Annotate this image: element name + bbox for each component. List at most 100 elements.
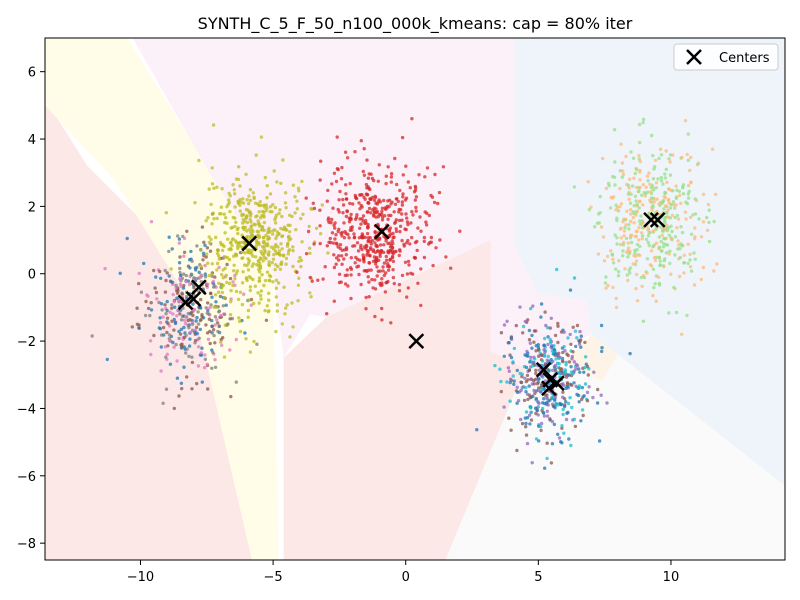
scatter-point xyxy=(611,257,615,261)
scatter-point xyxy=(220,273,224,277)
scatter-point xyxy=(524,390,528,394)
scatter-point xyxy=(246,308,251,313)
scatter-point xyxy=(507,369,511,373)
scatter-point xyxy=(265,304,269,308)
scatter-point xyxy=(234,380,238,384)
scatter-point xyxy=(705,228,710,232)
scatter-point xyxy=(291,245,295,249)
scatter-point xyxy=(624,217,628,221)
scatter-point xyxy=(693,257,697,261)
scatter-point xyxy=(540,409,544,413)
scatter-point xyxy=(352,235,357,239)
scatter-point xyxy=(565,411,569,415)
scatter-point xyxy=(361,214,366,218)
scatter-point xyxy=(249,212,253,216)
scatter-point xyxy=(651,188,656,192)
scatter-point xyxy=(318,208,322,212)
scatter-point xyxy=(609,195,613,200)
scatter-point xyxy=(542,354,547,358)
scatter-point xyxy=(258,293,263,298)
scatter-point xyxy=(418,215,422,219)
scatter-point xyxy=(614,296,618,301)
scatter-point xyxy=(614,208,618,212)
scatter-point xyxy=(405,220,410,224)
scatter-point xyxy=(215,268,219,272)
scatter-point xyxy=(238,209,242,213)
scatter-point xyxy=(627,246,631,250)
scatter-point xyxy=(359,282,363,287)
scatter-point xyxy=(384,239,388,243)
scatter-point xyxy=(279,181,283,185)
scatter-point xyxy=(159,333,164,337)
scatter-point xyxy=(366,176,371,180)
scatter-point xyxy=(332,223,336,227)
scatter-point xyxy=(205,252,209,256)
scatter-point xyxy=(653,158,658,162)
scatter-point xyxy=(334,262,338,266)
scatter-point xyxy=(165,330,169,335)
scatter-point xyxy=(629,219,633,224)
scatter-point xyxy=(352,232,356,236)
scatter-point xyxy=(552,348,557,352)
scatter-point xyxy=(263,250,267,255)
scatter-point xyxy=(639,214,643,218)
scatter-point xyxy=(358,217,362,221)
scatter-point xyxy=(628,177,632,181)
plot-area xyxy=(45,38,785,560)
scatter-point xyxy=(234,337,238,342)
scatter-point xyxy=(296,283,301,287)
scatter-point xyxy=(691,213,695,217)
scatter-point xyxy=(213,358,217,362)
scatter-point xyxy=(262,220,267,225)
scatter-point xyxy=(372,206,376,210)
legend: Centers xyxy=(673,43,779,71)
scatter-point xyxy=(375,265,379,269)
scatter-point xyxy=(655,209,659,214)
scatter-point xyxy=(197,270,201,274)
scatter-point xyxy=(217,265,221,270)
scatter-point xyxy=(164,211,168,215)
scatter-point xyxy=(540,359,545,363)
scatter-point xyxy=(677,274,682,279)
scatter-point xyxy=(365,231,370,236)
scatter-point xyxy=(237,319,242,324)
scatter-point xyxy=(612,128,617,132)
scatter-point xyxy=(657,275,661,279)
scatter-point xyxy=(220,343,224,347)
scatter-point xyxy=(186,311,190,316)
scatter-point xyxy=(218,240,223,245)
scatter-point xyxy=(389,321,393,325)
scatter-point xyxy=(552,404,556,408)
scatter-point xyxy=(257,258,261,263)
scatter-point xyxy=(404,164,408,168)
scatter-point xyxy=(559,402,564,407)
data-points xyxy=(90,117,719,470)
scatter-point xyxy=(604,275,608,279)
scatter-point xyxy=(336,245,340,249)
scatter-point xyxy=(589,205,593,209)
scatter-point xyxy=(170,247,174,251)
scatter-point xyxy=(555,361,560,365)
scatter-point xyxy=(348,201,352,206)
scatter-point xyxy=(580,397,584,402)
scatter-point xyxy=(318,224,322,228)
scatter-point xyxy=(270,261,274,265)
scatter-point xyxy=(206,261,210,265)
scatter-point xyxy=(597,221,601,225)
scatter-point xyxy=(549,340,553,345)
scatter-point xyxy=(199,318,203,322)
scatter-point xyxy=(364,182,369,187)
scatter-point xyxy=(554,357,558,361)
scatter-point xyxy=(272,253,276,257)
scatter-point xyxy=(149,352,153,357)
scatter-point xyxy=(277,211,281,216)
scatter-point xyxy=(433,172,437,177)
scatter-point xyxy=(587,385,591,389)
scatter-point xyxy=(528,341,532,345)
scatter-point xyxy=(566,336,570,340)
scatter-point xyxy=(204,255,208,259)
scatter-point xyxy=(174,342,178,347)
scatter-point xyxy=(356,264,361,268)
scatter-point xyxy=(270,210,274,214)
scatter-point xyxy=(686,132,690,136)
